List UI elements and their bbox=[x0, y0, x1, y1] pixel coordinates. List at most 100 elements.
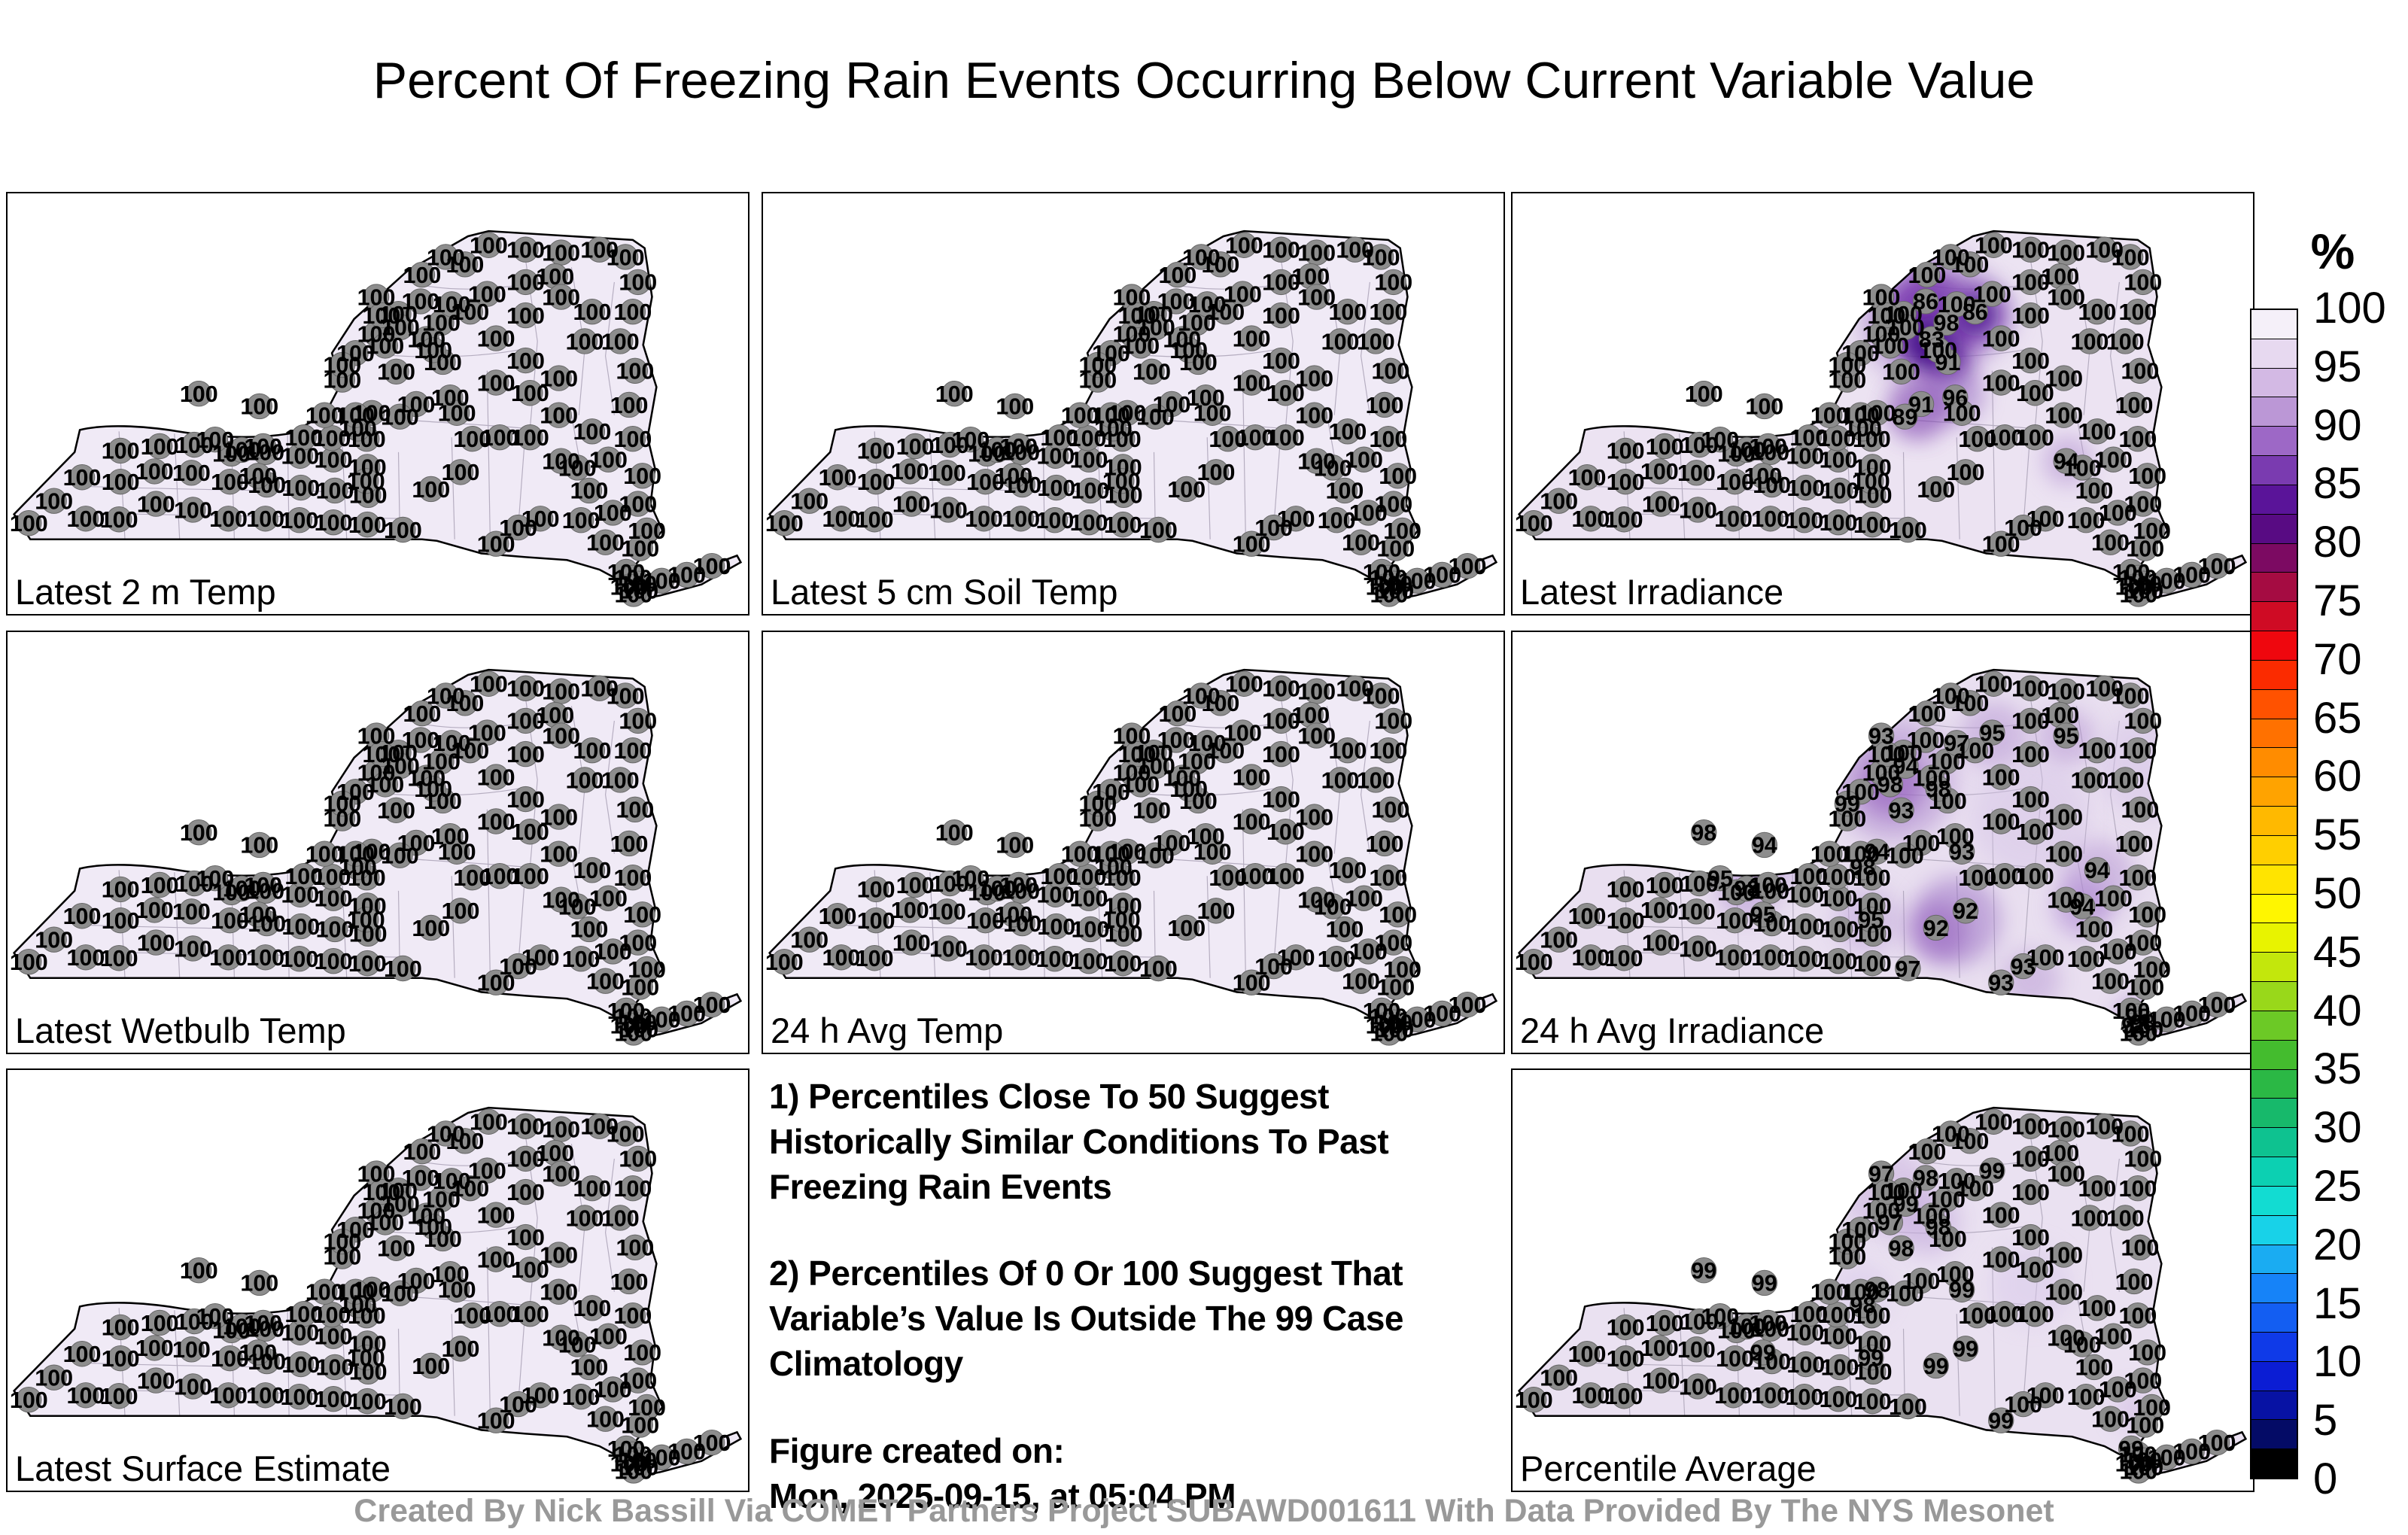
station-marker bbox=[217, 907, 243, 934]
station-value: 100 bbox=[379, 1178, 418, 1204]
station-value: 100 bbox=[1206, 299, 1245, 325]
county-line bbox=[604, 720, 615, 854]
station-marker bbox=[2112, 328, 2139, 354]
station-value: 100 bbox=[1178, 749, 1216, 775]
station-value: 100 bbox=[382, 315, 420, 341]
station-value: 100 bbox=[1105, 922, 1143, 947]
station-value: 100 bbox=[1884, 1178, 1923, 1204]
station-value: 100 bbox=[1785, 1385, 1823, 1410]
station-marker bbox=[622, 357, 649, 384]
station-value: 100 bbox=[212, 442, 251, 467]
station-value: 100 bbox=[610, 1013, 649, 1038]
station-marker bbox=[1145, 955, 1172, 982]
station-value: 100 bbox=[477, 970, 515, 995]
station-value: 100 bbox=[506, 1225, 545, 1251]
station-marker bbox=[342, 402, 369, 428]
station-value: 100 bbox=[511, 819, 549, 845]
station-value: 100 bbox=[1751, 1383, 1789, 1409]
station-value: 100 bbox=[366, 772, 404, 798]
station-value: 100 bbox=[623, 1340, 661, 1366]
station-value: 100 bbox=[403, 1139, 442, 1165]
panel-label: Latest Wetbulb Temp bbox=[15, 1011, 346, 1050]
figure-created: Figure created on: Mon, 2025-09-15, at 0… bbox=[769, 1429, 1484, 1519]
station-value: 100 bbox=[2011, 742, 2050, 768]
station-marker bbox=[1385, 463, 1411, 489]
station-marker bbox=[1685, 935, 1711, 962]
station-value: 100 bbox=[616, 359, 654, 385]
station-marker bbox=[459, 425, 485, 452]
station-marker bbox=[1964, 1302, 1990, 1329]
station-value: 100 bbox=[1679, 1374, 1717, 1400]
station-value: 100 bbox=[382, 754, 420, 780]
station-value: 100 bbox=[1169, 777, 1208, 802]
station-value: 97 bbox=[1877, 1210, 1903, 1236]
station-marker bbox=[1612, 876, 1639, 903]
station-value: 100 bbox=[196, 1304, 234, 1330]
station-marker bbox=[2124, 298, 2151, 325]
colorbar-tick: 70 bbox=[2313, 634, 2362, 684]
station-value: 100 bbox=[643, 1445, 681, 1471]
station-marker bbox=[1573, 464, 1601, 491]
station-marker bbox=[1683, 898, 1710, 925]
station-value: 100 bbox=[315, 510, 353, 536]
station-value: 100 bbox=[573, 858, 612, 883]
station-value: 100 bbox=[580, 676, 619, 701]
station-value: 100 bbox=[63, 1342, 102, 1367]
panel-24h-avg-temp: 100 100 100 100 100 100 100 100 100 100 100 100 100 1… bbox=[762, 631, 1505, 1054]
station-value: 100 bbox=[607, 683, 645, 709]
station-marker bbox=[1755, 433, 1781, 460]
colorbar-tick: 0 bbox=[2313, 1454, 2338, 1503]
station-marker bbox=[16, 1386, 42, 1413]
station-value: 100 bbox=[348, 951, 387, 977]
station-value: 96 bbox=[1942, 385, 1968, 411]
station-marker bbox=[512, 675, 539, 701]
station-value: 100 bbox=[1932, 245, 1970, 270]
station-value: 100 bbox=[414, 338, 452, 363]
station-marker bbox=[625, 707, 652, 734]
station-value: 100 bbox=[623, 902, 661, 928]
station-value: 100 bbox=[402, 289, 440, 315]
station-marker bbox=[2053, 722, 2079, 749]
station-value: 100 bbox=[2045, 842, 2083, 868]
station-value: 100 bbox=[137, 1368, 175, 1394]
station-value: 100 bbox=[580, 1114, 619, 1139]
station-marker bbox=[388, 752, 414, 780]
station-value: 100 bbox=[1540, 1365, 1578, 1391]
station-value: 91 bbox=[1935, 350, 1961, 375]
station-marker bbox=[527, 1382, 554, 1409]
station-marker bbox=[1175, 776, 1202, 802]
station-marker bbox=[592, 968, 619, 994]
station-marker bbox=[105, 1383, 132, 1409]
station-value: 100 bbox=[244, 1311, 282, 1336]
station-value: 100 bbox=[281, 914, 320, 940]
station-marker bbox=[957, 865, 984, 892]
colorbar-tick: 30 bbox=[2313, 1103, 2362, 1153]
station-marker bbox=[862, 437, 889, 464]
station-value: 100 bbox=[1568, 1342, 1607, 1367]
station-value: 100 bbox=[1297, 679, 1336, 704]
station-marker bbox=[2105, 1376, 2131, 1403]
station-value: 100 bbox=[280, 1385, 318, 1410]
station-value: 99 bbox=[1752, 1271, 1777, 1296]
station-marker bbox=[1385, 901, 1411, 928]
station-value: 100 bbox=[1828, 1230, 1866, 1255]
station-value: 100 bbox=[506, 742, 545, 768]
station-value: 93 bbox=[1889, 798, 1914, 824]
figure-created-label: Figure created on: bbox=[769, 1430, 1065, 1470]
station-marker bbox=[1791, 946, 1818, 972]
station-value: 100 bbox=[244, 873, 282, 898]
station-value: 100 bbox=[2041, 264, 2079, 290]
station-marker bbox=[354, 950, 381, 977]
station-marker bbox=[420, 337, 446, 363]
station-value: 99 bbox=[1923, 1354, 1949, 1379]
station-marker bbox=[1792, 474, 1820, 501]
station-marker bbox=[771, 948, 798, 975]
station-marker bbox=[1834, 1228, 1861, 1255]
county-line bbox=[1679, 433, 1686, 540]
colorbar-segment bbox=[2251, 397, 2297, 427]
station-value: 100 bbox=[381, 843, 419, 868]
station-marker bbox=[612, 1120, 639, 1147]
